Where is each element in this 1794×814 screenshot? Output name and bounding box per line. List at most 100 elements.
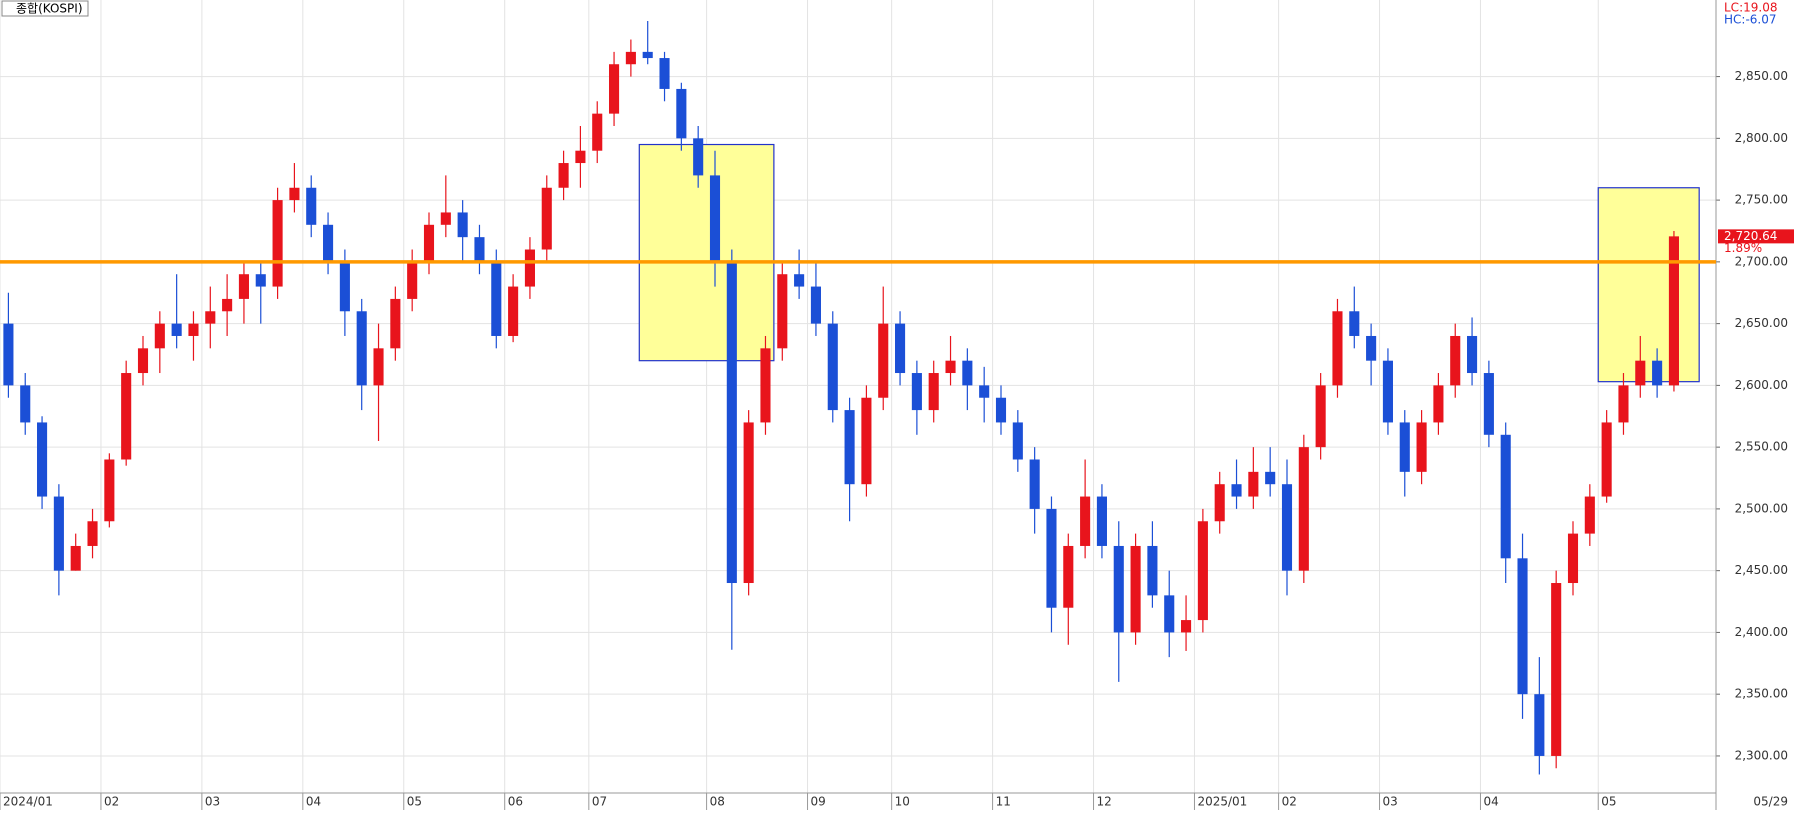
candle-body	[861, 397, 872, 485]
candle-body	[1433, 385, 1444, 423]
candle-body	[743, 422, 754, 584]
candle-body	[474, 237, 485, 262]
y-tick-label: 2,550.00	[1735, 440, 1788, 454]
candle-body	[760, 348, 771, 423]
candle-body	[390, 298, 401, 349]
x-tick-label: 05	[1601, 795, 1616, 809]
candle-body	[171, 323, 182, 336]
candle-body	[928, 373, 939, 411]
candle-body	[575, 150, 586, 164]
candle-body	[306, 187, 317, 225]
candle-body	[1500, 434, 1511, 559]
candle-body	[1096, 496, 1107, 546]
candle-body	[1551, 583, 1562, 756]
candle-body	[1197, 521, 1208, 621]
candle-body	[1584, 496, 1595, 534]
candle-body	[524, 249, 535, 287]
candle-body	[945, 360, 956, 374]
x-tick-label: 02	[104, 795, 119, 809]
x-tick-label: 04	[306, 795, 321, 809]
candle-body	[1349, 311, 1360, 336]
y-tick-label: 2,350.00	[1735, 687, 1788, 701]
candle-body	[508, 286, 519, 336]
candle-body	[1483, 373, 1494, 435]
candle-body	[1450, 335, 1461, 386]
candle-body	[726, 261, 737, 584]
y-tick-label: 2,800.00	[1735, 131, 1788, 145]
x-tick-label: 05	[407, 795, 422, 809]
x-tick-label: 12	[1097, 795, 1112, 809]
candle-body	[205, 311, 216, 324]
candle-body	[121, 373, 132, 460]
x-tick-label: 07	[592, 795, 607, 809]
candle-body	[323, 224, 334, 262]
x-tick-label: 11	[996, 795, 1011, 809]
candle-body	[1181, 620, 1192, 633]
candle-body	[1467, 335, 1478, 374]
x-tick-label: 2025/01	[1197, 795, 1247, 809]
candle-body	[911, 373, 922, 411]
candle-body	[356, 311, 367, 386]
candle-body	[1332, 311, 1343, 386]
last-change-label: 1.89%	[1724, 241, 1762, 255]
candle-body	[87, 521, 98, 546]
candle-body	[1164, 595, 1175, 633]
candle-body	[272, 200, 283, 287]
x-tick-label: 03	[205, 795, 220, 809]
candle-body	[659, 58, 670, 89]
candle-body	[558, 163, 569, 188]
candle-body	[1635, 360, 1646, 386]
candle-body	[1668, 236, 1679, 386]
candle-body	[1601, 422, 1612, 497]
y-tick-label: 2,500.00	[1735, 501, 1788, 515]
candle-body	[255, 274, 266, 287]
x-tick-label: 03	[1383, 795, 1398, 809]
candle-body	[188, 323, 199, 336]
candle-body	[407, 261, 418, 299]
y-tick-label: 2,700.00	[1735, 254, 1788, 268]
candle-body	[1080, 496, 1091, 546]
candle-body	[104, 459, 115, 522]
candle-body	[1265, 471, 1276, 485]
candle-body	[339, 261, 350, 312]
candle-body	[1231, 484, 1242, 497]
candle-body	[676, 88, 687, 139]
last-date-label: 05/29	[1753, 795, 1788, 809]
last-value-label: 2,720.64	[1724, 229, 1777, 243]
y-tick-label: 2,400.00	[1735, 625, 1788, 639]
last-value-box	[1718, 229, 1794, 244]
candle-body	[53, 496, 64, 571]
candle-body	[37, 422, 48, 497]
candle-body	[827, 323, 838, 411]
highlight-box	[1597, 187, 1700, 383]
candle-body	[1382, 360, 1393, 423]
candle-body	[1063, 545, 1074, 608]
candle-body	[1281, 484, 1293, 571]
x-tick-label: 08	[710, 795, 725, 809]
candle-body	[1214, 484, 1225, 522]
candle-body	[1113, 545, 1124, 633]
candle-body	[625, 51, 636, 65]
chart-title: 종합(KOSPI)	[16, 2, 83, 16]
candle-body	[423, 224, 435, 262]
candle-body	[709, 175, 721, 262]
candle-body	[137, 348, 149, 374]
candle-body	[1315, 385, 1326, 448]
candle-body	[777, 274, 788, 349]
candle-body	[1248, 471, 1259, 497]
candle-body	[693, 138, 704, 176]
x-tick-label: 02	[1282, 795, 1297, 809]
candle-body	[440, 212, 451, 225]
candle-body	[541, 187, 552, 250]
candle-body	[1298, 447, 1309, 571]
candle-body	[810, 286, 821, 324]
candle-body	[844, 410, 855, 485]
candle-body	[1029, 459, 1040, 509]
candle-body	[491, 261, 502, 336]
candle-body	[238, 274, 249, 299]
x-tick-label: 10	[895, 795, 910, 809]
candle-body	[609, 64, 620, 114]
